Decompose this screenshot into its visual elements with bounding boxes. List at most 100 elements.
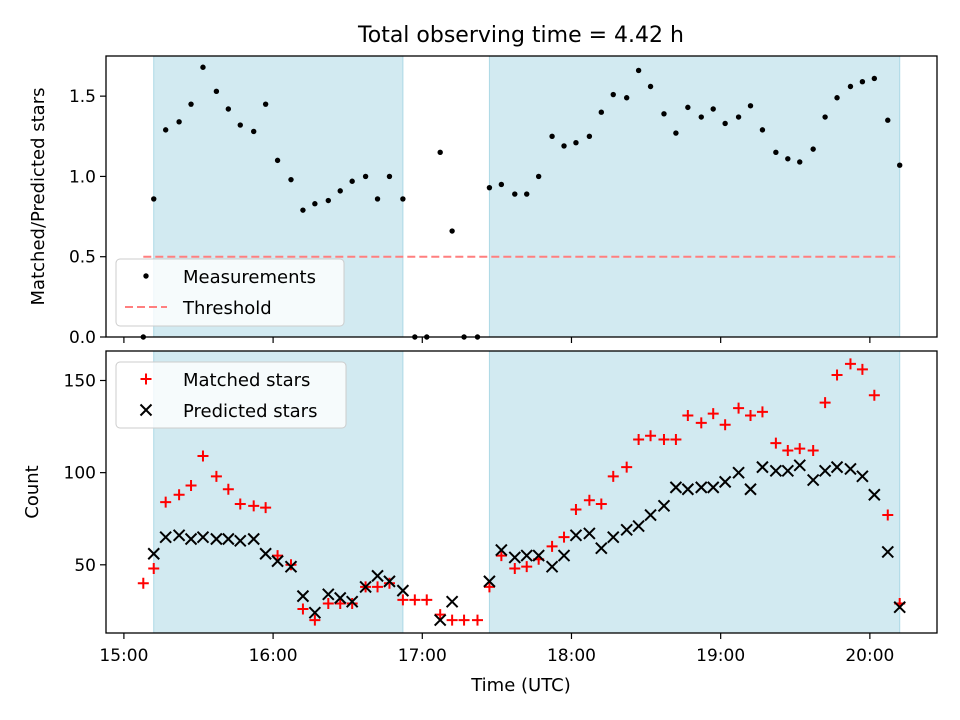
data-point <box>561 143 567 149</box>
legend-label: Measurements <box>183 267 316 288</box>
data-point <box>856 363 868 375</box>
data-point <box>781 464 795 478</box>
data-point <box>200 64 206 70</box>
data-point <box>173 489 185 501</box>
data-point <box>532 549 545 562</box>
data-point <box>586 133 593 139</box>
data-point <box>661 111 667 117</box>
data-point <box>188 101 194 107</box>
data-point <box>509 562 521 574</box>
data-point <box>844 462 857 476</box>
data-point <box>897 162 903 168</box>
data-point <box>520 549 533 562</box>
data-point <box>733 402 745 414</box>
data-point <box>868 488 881 501</box>
data-point <box>698 114 704 120</box>
data-point <box>371 569 384 583</box>
data-point <box>322 588 335 601</box>
data-point <box>658 433 670 445</box>
data-point <box>868 389 880 401</box>
data-point <box>251 128 257 135</box>
data-point <box>259 547 272 560</box>
data-point <box>247 532 260 546</box>
data-point <box>695 417 707 429</box>
data-point <box>445 595 459 608</box>
y-tick-label: 50 <box>74 556 96 576</box>
data-point <box>337 188 343 194</box>
data-point <box>844 358 856 370</box>
legend-label: Predicted stars <box>183 401 317 422</box>
data-point <box>732 466 745 479</box>
data-point <box>147 547 160 560</box>
data-point <box>213 88 220 95</box>
data-point <box>782 445 794 457</box>
data-point <box>374 196 381 202</box>
legend-swatch <box>139 403 153 417</box>
data-point <box>512 191 518 197</box>
data-point <box>595 542 608 555</box>
data-point <box>722 120 728 127</box>
data-point <box>657 499 671 513</box>
data-point <box>810 146 816 152</box>
data-point <box>745 410 757 422</box>
data-point <box>681 483 695 496</box>
data-point <box>359 580 372 594</box>
legend-swatch <box>140 373 152 385</box>
x-axis-label: Time (UTC) <box>470 675 571 696</box>
data-point <box>248 500 260 512</box>
data-point <box>210 532 223 546</box>
data-point <box>545 560 559 573</box>
data-point <box>558 531 570 543</box>
data-point <box>272 550 284 562</box>
legend: Matched stars Predicted stars <box>115 361 347 429</box>
legend-swatch <box>143 273 149 279</box>
data-point <box>569 529 583 542</box>
data-point <box>621 461 633 473</box>
data-point <box>308 606 322 619</box>
data-point <box>595 498 607 510</box>
data-point <box>396 584 410 597</box>
y-tick-label: 0.5 <box>69 248 96 268</box>
y-tick-label: 1.5 <box>69 87 96 107</box>
data-point <box>632 519 645 533</box>
data-point <box>847 83 854 90</box>
data-point <box>483 575 496 588</box>
data-point <box>557 549 571 562</box>
data-point <box>434 609 446 621</box>
data-point <box>386 173 393 180</box>
data-point <box>607 530 620 544</box>
data-point <box>325 197 331 204</box>
data-point <box>446 614 458 626</box>
data-point <box>647 83 654 90</box>
data-point <box>546 540 558 552</box>
data-point <box>871 75 878 82</box>
data-point <box>334 598 346 610</box>
x-tick-label: 15:00 <box>99 646 148 666</box>
data-point <box>707 481 720 494</box>
series-matched-stars <box>137 358 906 626</box>
data-point <box>549 133 555 139</box>
data-point <box>234 498 246 510</box>
legend-box <box>115 258 345 327</box>
data-point <box>483 581 495 593</box>
data-point <box>400 196 406 202</box>
data-point <box>508 551 521 564</box>
data-point <box>856 470 869 483</box>
observing-window-span <box>488 350 901 634</box>
data-point <box>297 603 309 615</box>
count-panel: 15:00 16:00 17:00 18:00 19:00 20:00 50 100 150 Co… <box>22 350 938 666</box>
y-tick-label: 100 <box>64 464 96 484</box>
data-point <box>521 561 533 573</box>
data-point <box>148 562 160 574</box>
data-point <box>383 575 396 588</box>
data-point <box>807 445 819 457</box>
y-axis-label: Count <box>22 465 43 518</box>
data-point <box>285 559 297 571</box>
y-tick-label: 0.0 <box>69 328 96 348</box>
data-point <box>433 613 447 627</box>
data-point <box>137 577 149 589</box>
data-point <box>184 532 198 546</box>
data-point <box>744 483 757 496</box>
data-point <box>397 594 409 606</box>
